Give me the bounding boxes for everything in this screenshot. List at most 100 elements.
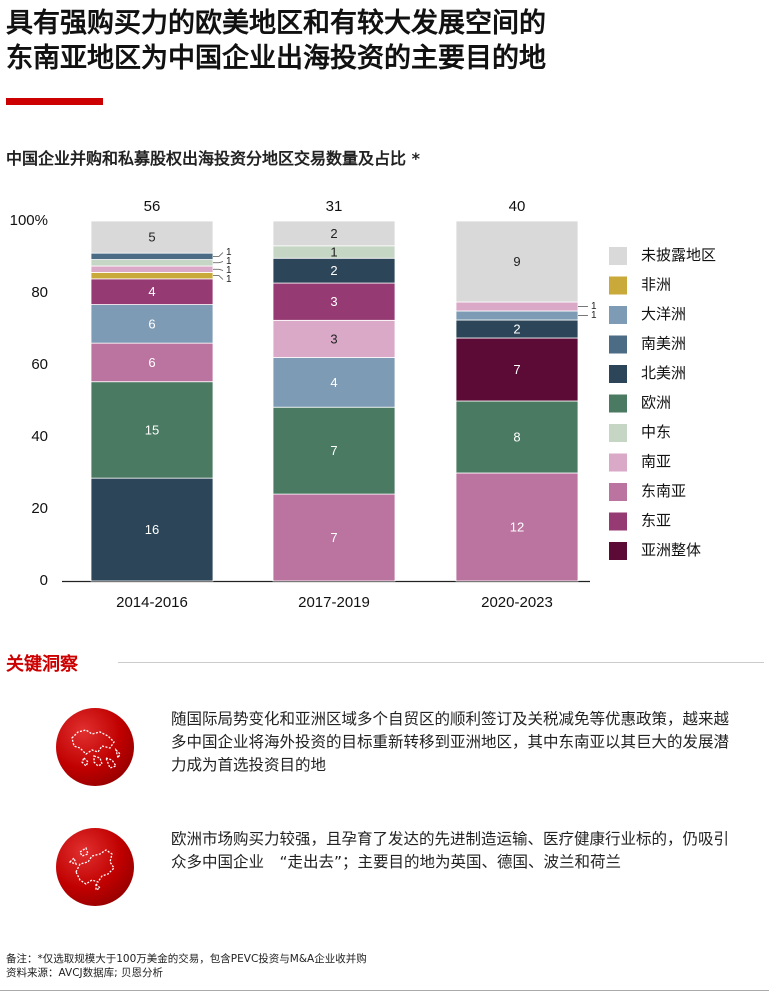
callout-leader — [213, 252, 224, 257]
bar-segment — [90, 304, 214, 344]
bottom-rule — [0, 990, 769, 991]
bar-segment — [90, 265, 214, 273]
data-label: 16 — [145, 522, 159, 537]
legend-label: 东亚 — [641, 512, 671, 529]
insight-text-asia: 随国际局势变化和亚洲区域多个自贸区的顺利签订及关税减免等优惠政策，越来越多中国企… — [171, 710, 730, 774]
legend-swatch — [609, 335, 627, 354]
callout-leader — [213, 268, 224, 271]
bar-segment — [455, 337, 579, 402]
legend-label: 南亚 — [641, 453, 671, 470]
legend-label: 中东 — [641, 424, 671, 441]
bar-segment — [90, 477, 214, 582]
page-title: 具有强购买力的欧美地区和有较大发展空间的 东南亚地区为中国企业出海投资的主要目的… — [6, 6, 766, 76]
insights-divider — [118, 662, 764, 663]
legend-swatch — [609, 365, 627, 383]
bar-segment — [455, 301, 579, 312]
stacked-bar-chart: 020406080100%161566451111562014-20167743… — [10, 198, 716, 611]
bar-segment — [455, 400, 579, 474]
chart-subtitle: 中国企业并购和私募股权出海投资分地区交易数量及占比 * — [6, 149, 420, 168]
bar-segment — [272, 406, 396, 495]
title-line-2: 东南亚地区为中国企业出海投资的主要目的地 — [6, 43, 546, 74]
data-label: 7 — [330, 443, 337, 458]
bar-segment — [90, 252, 214, 260]
callout-label: 1 — [591, 301, 597, 312]
data-label: 6 — [148, 355, 155, 370]
x-tick-label: 2014-2016 — [116, 594, 188, 611]
data-label: 1 — [330, 244, 337, 259]
bar-total-label: 31 — [326, 198, 343, 215]
legend-label: 东南亚 — [641, 483, 686, 500]
legend-swatch — [609, 247, 627, 265]
insight-item-europe: 欧洲市场购买力较强，且孕育了发达的先进制造运输、医疗健康行业标的，仍吸引众多中国… — [56, 828, 756, 918]
bar-segment — [455, 472, 579, 582]
asia-map-icon — [56, 708, 134, 786]
title-accent-bar — [6, 98, 103, 105]
data-label: 12 — [510, 519, 524, 534]
data-label: 2 — [330, 226, 337, 241]
title-line-1: 具有强购买力的欧美地区和有较大发展空间的 — [6, 8, 546, 39]
bar-segment — [272, 357, 396, 408]
legend-swatch — [609, 394, 627, 413]
bar-segment — [272, 220, 396, 247]
data-label: 9 — [513, 254, 520, 269]
data-label: 4 — [330, 375, 337, 390]
legend-label: 大洋洲 — [641, 306, 686, 323]
bar-segment — [90, 220, 214, 254]
insight-item-asia: 随国际局势变化和亚洲区域多个自贸区的顺利签订及关税减免等优惠政策，越来越多中国企… — [56, 708, 756, 798]
y-tick-label: 60 — [31, 356, 48, 373]
x-tick-label: 2017-2019 — [298, 594, 370, 611]
insights-title: 关键洞察 — [6, 654, 78, 675]
callout-leader — [213, 275, 224, 280]
europe-map-icon — [56, 828, 134, 906]
footnote-source: 资料来源：AVCJ数据库; 贝恩分析 — [6, 967, 163, 979]
legend-label: 亚洲整体 — [641, 542, 701, 559]
legend-swatch — [609, 542, 627, 560]
callout-label: 1 — [226, 265, 232, 276]
bar-segment — [272, 282, 396, 321]
callout-label: 1 — [591, 310, 597, 321]
legend-label: 非洲 — [641, 276, 671, 293]
data-label: 3 — [330, 331, 337, 346]
data-label: 15 — [145, 422, 159, 437]
y-tick-label: 40 — [31, 428, 48, 445]
bar-segment — [90, 259, 214, 267]
y-tick-label: 20 — [31, 500, 48, 517]
data-label: 3 — [330, 294, 337, 309]
y-tick-label: 80 — [31, 284, 48, 301]
callout-label: 1 — [226, 256, 232, 267]
legend-swatch — [609, 483, 627, 501]
y-tick-label: 0 — [40, 572, 48, 589]
footnote-note: 备注：*仅选取规模大于100万美金的交易，包含PEVC投资与M&A企业收并购 — [6, 953, 367, 965]
bar-total-label: 56 — [144, 198, 161, 215]
bar-segment — [272, 257, 396, 284]
bar-segment — [90, 278, 214, 305]
bar-segment — [455, 220, 579, 303]
legend-label: 北美洲 — [641, 365, 686, 382]
data-label: 4 — [148, 284, 155, 299]
data-label: 2 — [513, 321, 520, 336]
insight-text-europe: 欧洲市场购买力较强，且孕育了发达的先进制造运输、医疗健康行业标的，仍吸引众多中国… — [171, 830, 730, 871]
y-tick-label: 100% — [10, 212, 48, 229]
callout-leader — [213, 261, 224, 264]
bar-segment — [272, 493, 396, 582]
data-label: 2 — [330, 263, 337, 278]
bar-segment — [90, 381, 214, 479]
data-label: 8 — [513, 429, 520, 444]
legend-label: 南美洲 — [641, 335, 686, 352]
legend-swatch — [609, 306, 627, 324]
bar-segment — [90, 272, 214, 280]
data-label: 7 — [330, 530, 337, 545]
legend-swatch — [609, 276, 627, 295]
bar-segment — [455, 310, 579, 321]
footnote: 备注：*仅选取规模大于100万美金的交易，包含PEVC投资与M&A企业收并购 资… — [6, 952, 367, 980]
data-label: 6 — [148, 316, 155, 331]
legend-label: 未披露地区 — [641, 247, 716, 264]
legend-label: 欧洲 — [641, 394, 671, 411]
data-label: 5 — [148, 230, 155, 245]
callout-label: 1 — [226, 274, 232, 285]
data-label: 7 — [513, 362, 520, 377]
bar-total-label: 40 — [509, 198, 526, 215]
x-tick-label: 2020-2023 — [481, 594, 553, 611]
legend-swatch — [609, 512, 627, 531]
callout-label: 1 — [226, 247, 232, 258]
